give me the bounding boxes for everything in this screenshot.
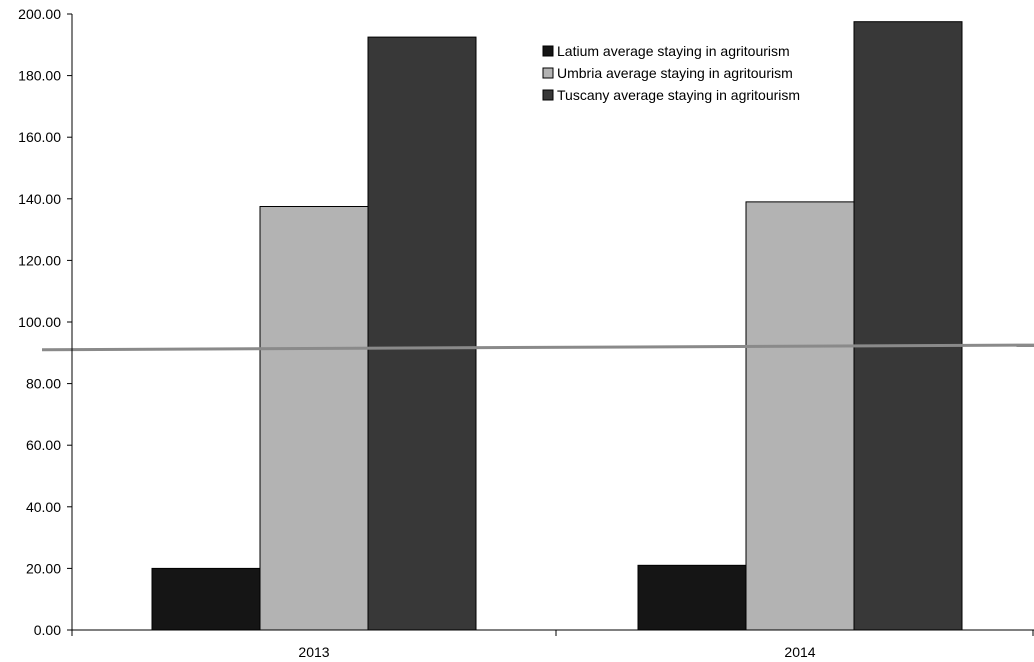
bar-series-2-2014 [745, 201, 855, 631]
bar-series-3-2014 [853, 21, 963, 631]
bars-group [151, 21, 963, 631]
y-tick-label: 100.00 [18, 314, 61, 330]
y-tick-label: 140.00 [18, 191, 61, 207]
y-tick-label: 20.00 [26, 560, 61, 576]
legend: Latium average staying in agritourism Umb… [542, 43, 800, 103]
bar-series-2-2013 [259, 206, 369, 631]
legend-swatch [542, 89, 554, 101]
bar-series-1-2014 [637, 564, 747, 631]
bar-series-1-2013 [151, 567, 261, 631]
y-tick-label: 40.00 [26, 499, 61, 515]
legend-label: Tuscany average staying in agritourism [557, 87, 800, 103]
y-tick-label: 120.00 [18, 252, 61, 268]
y-tick-label: 80.00 [26, 376, 61, 392]
reference-trend-line [41, 343, 1034, 352]
legend-label: Latium average staying in agritourism [557, 43, 790, 59]
x-category-label: 2014 [784, 644, 815, 660]
axes-group: 0.00 20.00 40.00 60.00 80.00 100.00 120.00 140.… [18, 6, 1034, 660]
bar-series-3-2013 [367, 36, 477, 631]
x-category-label: 2013 [298, 644, 329, 660]
y-tick-label: 180.00 [18, 68, 61, 84]
y-tick-label: 0.00 [34, 622, 61, 638]
legend-swatch [542, 45, 554, 57]
y-tick-label: 60.00 [26, 437, 61, 453]
y-tick-label: 160.00 [18, 129, 61, 145]
y-tick-label: 200.00 [18, 6, 61, 22]
legend-label: Umbria average staying in agritourism [557, 65, 793, 81]
legend-swatch [542, 67, 554, 79]
